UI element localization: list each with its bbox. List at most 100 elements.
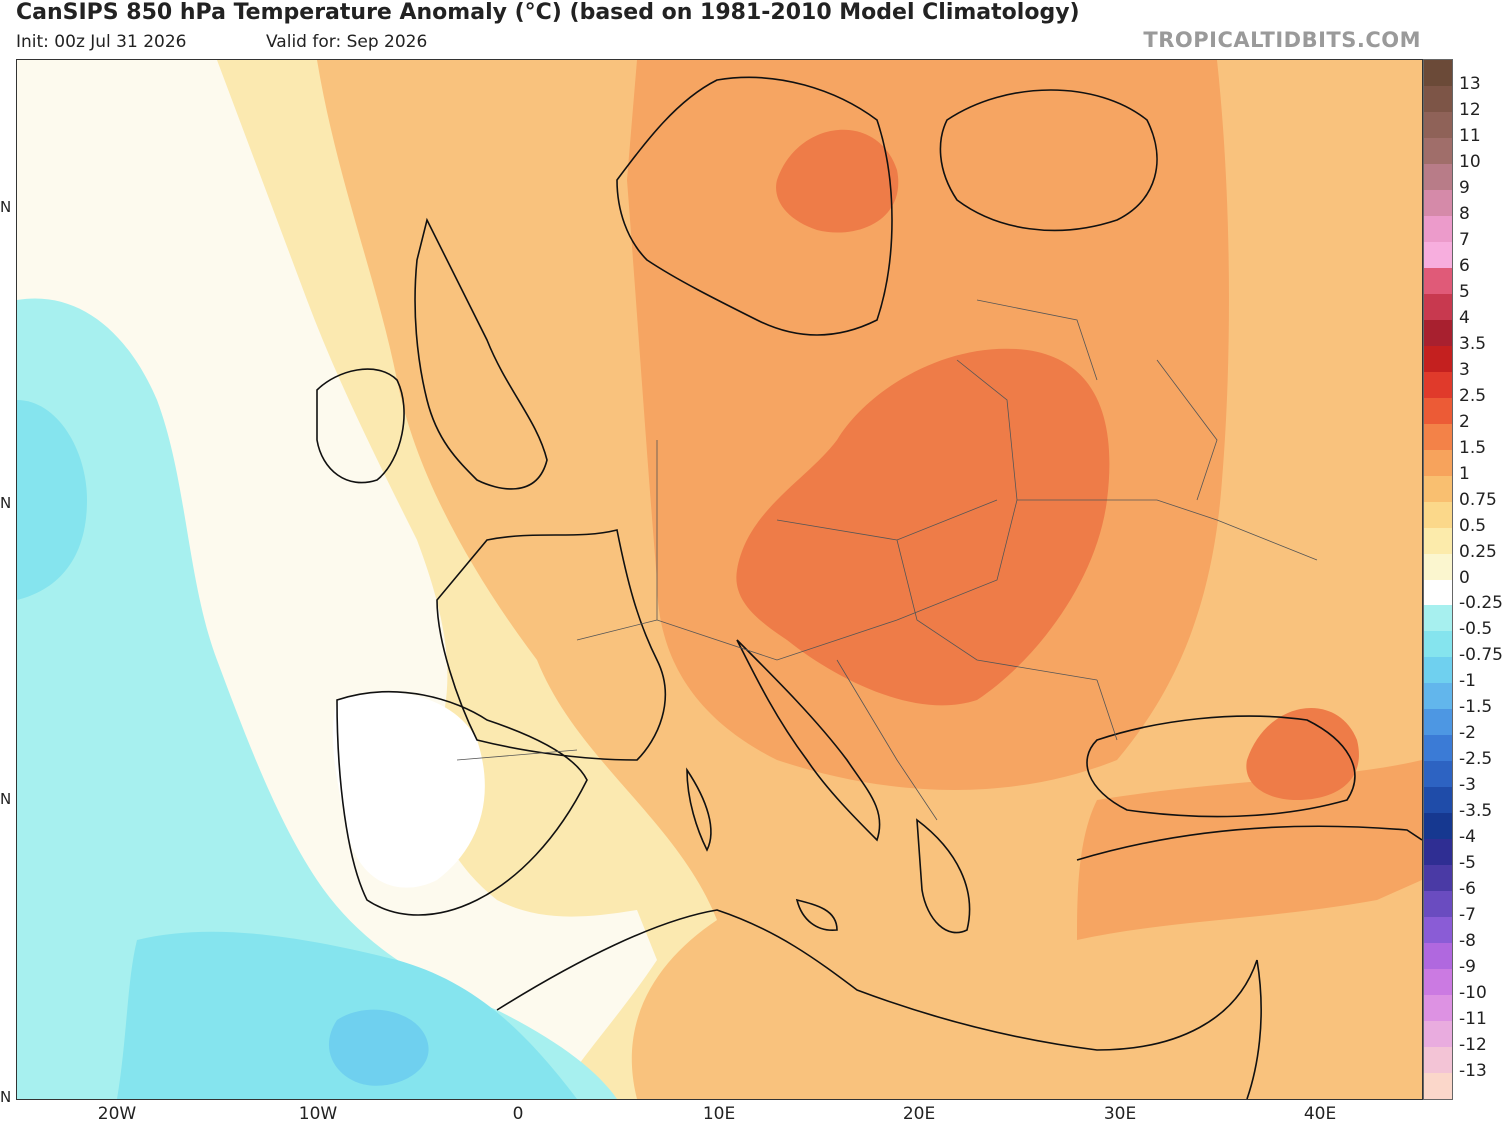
colorbar-tick-label: 3.5: [1459, 333, 1487, 354]
anomaly-zone-central-europe: [736, 348, 1110, 706]
colorbar-tick-label: 2: [1459, 411, 1470, 432]
colorbar-swatch: [1424, 917, 1452, 944]
x-axis-label: 40E: [1303, 1104, 1337, 1124]
x-axis-label: 30E: [1103, 1104, 1137, 1124]
colorbar-swatch: [1424, 865, 1452, 892]
colorbar-tick-label: -2: [1459, 723, 1476, 744]
colorbar-tick-label: 10: [1459, 151, 1481, 172]
colorbar-swatch: [1424, 397, 1452, 425]
colorbar-swatch: [1424, 60, 1452, 87]
colorbar-swatch: [1424, 319, 1452, 347]
y-axis-label: N: [0, 1088, 12, 1106]
colorbar-swatch: [1424, 735, 1452, 762]
x-axis-label: 20E: [902, 1104, 936, 1124]
colorbar-tick-label: -1.5: [1459, 697, 1493, 718]
colorbar-swatch: [1424, 85, 1452, 113]
colorbar-swatch: [1424, 761, 1452, 788]
colorbar-swatch: [1424, 527, 1452, 555]
colorbar-tick-label: -11: [1459, 1009, 1487, 1030]
colorbar-swatch: [1424, 657, 1452, 684]
colorbar-tick-label: 0.5: [1459, 515, 1487, 536]
colorbar-tick-label: 12: [1459, 99, 1481, 120]
y-axis-label: N: [0, 790, 12, 808]
colorbar-swatch: [1424, 631, 1452, 658]
colorbar-swatch: [1424, 189, 1452, 217]
colorbar-swatch: [1424, 943, 1452, 970]
x-axis-label: 20W: [97, 1104, 137, 1124]
colorbar-swatch: [1424, 813, 1452, 840]
anomaly-zone-scandinavia: [776, 129, 899, 233]
y-axis-label: N: [0, 198, 12, 216]
colorbar-swatch: [1424, 605, 1452, 632]
valid-time: Valid for: Sep 2026: [266, 32, 428, 52]
colorbar-tick-label: -5: [1459, 853, 1476, 874]
colorbar-tick-label: 5: [1459, 281, 1470, 302]
country-borders: [456, 299, 1318, 821]
colorbar-swatch: [1424, 267, 1452, 295]
y-axis-label: N: [0, 494, 12, 512]
colorbar-swatch: [1424, 995, 1452, 1022]
map-title: CanSIPS 850 hPa Temperature Anomaly (°C)…: [16, 0, 1080, 25]
colorbar-swatch: [1424, 579, 1452, 606]
colorbar-swatch: [1424, 969, 1452, 996]
colorbar-tick-label: -2.5: [1459, 749, 1493, 770]
anomaly-zone-cool-cyan: [17, 298, 617, 1099]
colorbar-swatch: [1424, 1073, 1452, 1100]
colorbar-tick-label: -0.75: [1459, 645, 1503, 666]
anomaly-zone-black-sea: [1246, 707, 1359, 800]
init-time: Init: 00z Jul 31 2026: [16, 32, 187, 52]
colorbar-tick-label: 1.5: [1459, 437, 1487, 458]
anomaly-zone-cool-blue: [328, 1009, 429, 1086]
colorbar-tick-label: 3: [1459, 359, 1470, 380]
colorbar-swatch: [1424, 241, 1452, 269]
colorbar-tick-label: 7: [1459, 229, 1470, 250]
colorbar-swatch: [1424, 449, 1452, 477]
colorbar-tick-label: 0: [1459, 567, 1470, 588]
colorbar-tick-label: -1: [1459, 671, 1476, 692]
colorbar-tick-label: -12: [1459, 1035, 1487, 1056]
colorbar-tick-label: -8: [1459, 931, 1476, 952]
colorbar: [1423, 59, 1453, 1100]
colorbar-tick-label: -6: [1459, 879, 1476, 900]
colorbar-swatch: [1424, 839, 1452, 866]
colorbar-swatch: [1424, 1021, 1452, 1048]
colorbar-swatch: [1424, 787, 1452, 814]
colorbar-tick-label: 13: [1459, 73, 1481, 94]
colorbar-tick-label: -4: [1459, 827, 1476, 848]
anomaly-map: [16, 59, 1423, 1100]
colorbar-swatch: [1424, 475, 1452, 503]
brand-watermark: TROPICALTIDBITS.COM: [1143, 28, 1421, 52]
x-axis-label: 10W: [298, 1104, 338, 1124]
colorbar-swatch: [1424, 553, 1452, 580]
colorbar-tick-label: 4: [1459, 307, 1470, 328]
colorbar-tick-label: -0.25: [1459, 593, 1503, 614]
colorbar-tick-label: 0.25: [1459, 541, 1497, 562]
colorbar-swatch: [1424, 215, 1452, 243]
colorbar-swatch: [1424, 423, 1452, 451]
x-axis-label: 0: [512, 1104, 524, 1124]
coastlines: [316, 76, 1422, 1099]
colorbar-swatch: [1424, 293, 1452, 321]
anomaly-zone-cool-lightblue-west: [17, 400, 87, 600]
anomaly-zone-orange-turkey: [1077, 760, 1422, 940]
colorbar-tick-label: 6: [1459, 255, 1470, 276]
colorbar-tick-label: -3: [1459, 775, 1476, 796]
colorbar-tick-label: -3.5: [1459, 801, 1493, 822]
colorbar-swatch: [1424, 137, 1452, 165]
colorbar-tick-label: -10: [1459, 983, 1487, 1004]
colorbar-swatch: [1424, 709, 1452, 736]
colorbar-swatch: [1424, 345, 1452, 373]
colorbar-tick-label: -9: [1459, 957, 1476, 978]
colorbar-tick-label: -13: [1459, 1061, 1487, 1082]
colorbar-swatch: [1424, 501, 1452, 529]
colorbar-swatch: [1424, 1047, 1452, 1074]
colorbar-swatch: [1424, 371, 1452, 399]
colorbar-tick-label: -0.5: [1459, 619, 1493, 640]
colorbar-tick-label: 8: [1459, 203, 1470, 224]
colorbar-tick-label: 0.75: [1459, 489, 1497, 510]
colorbar-tick-label: 2.5: [1459, 385, 1487, 406]
colorbar-tick-label: 9: [1459, 177, 1470, 198]
colorbar-tick-label: -7: [1459, 905, 1476, 926]
colorbar-swatch: [1424, 891, 1452, 918]
colorbar-tick-label: 11: [1459, 125, 1481, 146]
